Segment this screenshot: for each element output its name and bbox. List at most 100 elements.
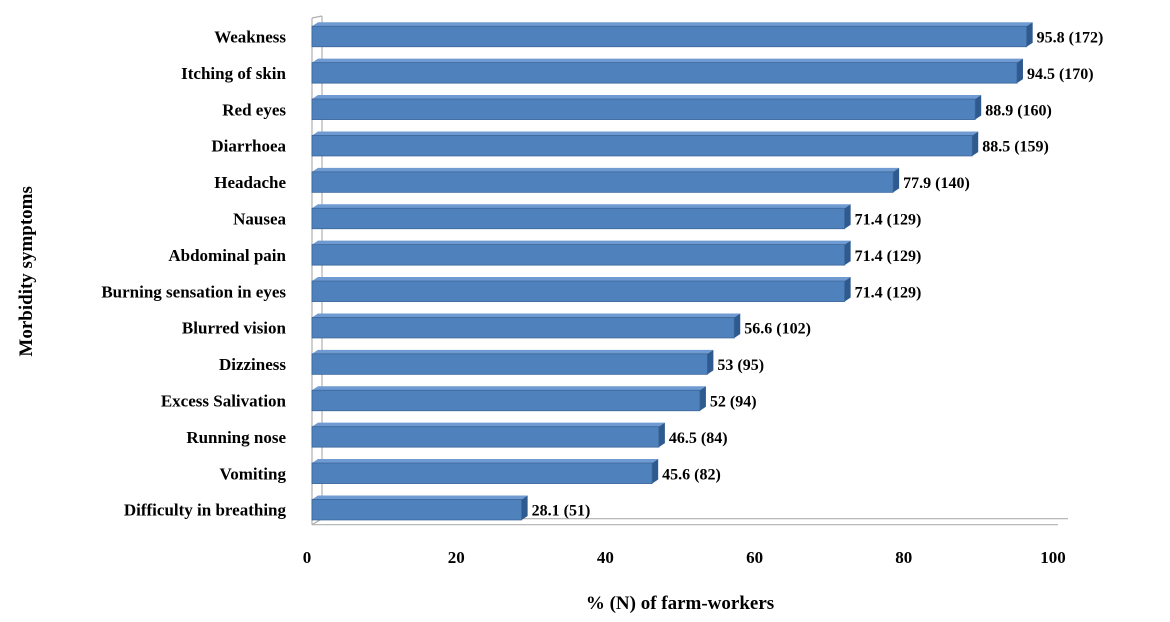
bar-top-face bbox=[312, 167, 900, 172]
category-label: Red eyes bbox=[222, 100, 286, 119]
x-tick-label: 60 bbox=[746, 548, 763, 567]
data-label: 94.5 (170) bbox=[1027, 66, 1094, 83]
category-label: Running nose bbox=[186, 428, 286, 447]
bar-front-face bbox=[311, 462, 653, 484]
category-label: Abdominal pain bbox=[168, 246, 286, 265]
bar-side-face bbox=[658, 422, 665, 448]
bar-front-face bbox=[311, 426, 660, 448]
bar-front-face bbox=[311, 171, 894, 193]
data-label: 56.6 (102) bbox=[744, 321, 811, 338]
bar-top-face bbox=[312, 240, 851, 245]
category-label: Weakness bbox=[214, 28, 286, 47]
bar-top-face bbox=[312, 495, 528, 500]
bar-front-face bbox=[311, 317, 735, 339]
bar-top-face bbox=[312, 422, 665, 427]
chart-back-wall bbox=[311, 15, 1068, 526]
bar-front-face bbox=[311, 280, 846, 302]
data-label: 95.8 (172) bbox=[1037, 30, 1104, 47]
bar-side-face bbox=[734, 313, 741, 338]
bar-side-face bbox=[893, 167, 900, 193]
bar bbox=[311, 95, 982, 120]
category-label: Headache bbox=[214, 173, 286, 192]
data-label: 45.6 (82) bbox=[662, 466, 721, 483]
bar-side-face bbox=[521, 495, 528, 520]
bar-front-face bbox=[311, 244, 846, 266]
bar-side-face bbox=[844, 277, 851, 302]
bar-side-face bbox=[707, 349, 714, 375]
category-label: Difficulty in breathing bbox=[124, 501, 287, 520]
bar bbox=[311, 349, 714, 375]
bar-top-face bbox=[312, 277, 851, 282]
bar bbox=[311, 58, 1023, 84]
bar bbox=[311, 167, 900, 193]
bar-top-face bbox=[312, 58, 1023, 63]
bar-front-face bbox=[311, 62, 1018, 84]
data-label: 88.9 (160) bbox=[985, 102, 1052, 119]
data-label: 88.5 (159) bbox=[982, 139, 1049, 156]
bar-top-face bbox=[312, 22, 1033, 27]
bar-side-face bbox=[975, 95, 982, 120]
x-tick-label: 40 bbox=[597, 548, 614, 567]
bars-group bbox=[311, 22, 1033, 521]
bar-side-face bbox=[1016, 58, 1023, 84]
bar-front-face bbox=[311, 389, 701, 412]
bar bbox=[311, 240, 851, 266]
x-tick-label: 100 bbox=[1040, 548, 1066, 567]
data-label: 71.4 (129) bbox=[855, 284, 922, 301]
data-label: 28.1 (51) bbox=[532, 503, 591, 520]
bar-top-face bbox=[312, 204, 851, 209]
category-label: Dizziness bbox=[219, 355, 286, 374]
x-axis-title: % (N) of farm-workers bbox=[586, 593, 774, 614]
bar-front-face bbox=[311, 98, 976, 120]
wall-top-edge bbox=[311, 15, 323, 19]
bar bbox=[311, 386, 706, 412]
bar-top-face bbox=[312, 349, 714, 354]
bar bbox=[311, 459, 659, 484]
bar-front-face bbox=[311, 207, 846, 230]
category-labels: Weakness Itching of skin Red eyes Diarrhoea… bbox=[101, 28, 286, 520]
data-label: 77.9 (140) bbox=[903, 175, 970, 192]
bar bbox=[311, 131, 979, 157]
bar-side-face bbox=[844, 240, 851, 266]
category-label: Blurred vision bbox=[182, 319, 287, 338]
x-tick-label: 0 bbox=[303, 548, 312, 567]
bar bbox=[311, 313, 741, 339]
data-label: 71.4 (129) bbox=[855, 212, 922, 229]
bar-side-face bbox=[652, 459, 659, 484]
bar bbox=[311, 422, 665, 448]
bar-side-face bbox=[1026, 22, 1033, 47]
y-axis-title: Morbidity symptoms bbox=[16, 186, 37, 356]
category-label: Vomiting bbox=[220, 464, 287, 483]
category-label: Itching of skin bbox=[181, 64, 286, 83]
bar-side-face bbox=[699, 386, 706, 411]
data-label: 71.4 (129) bbox=[855, 248, 922, 265]
bar-top-face bbox=[312, 131, 979, 136]
bar-front-face bbox=[311, 499, 523, 521]
bar-side-face bbox=[972, 131, 979, 156]
bar bbox=[311, 277, 851, 302]
bar bbox=[311, 204, 851, 230]
x-tick-label: 80 bbox=[895, 548, 912, 567]
bar-top-face bbox=[312, 386, 706, 391]
bar-top-face bbox=[312, 95, 982, 100]
x-axis-tick-labels: 0 20 40 60 80 100 bbox=[303, 548, 1066, 567]
category-label: Nausea bbox=[233, 210, 286, 229]
data-label: 53 (95) bbox=[717, 357, 764, 374]
bar-side-face bbox=[844, 204, 851, 229]
category-label: Burning sensation in eyes bbox=[101, 282, 286, 301]
bar bbox=[311, 22, 1033, 48]
x-tick-label: 20 bbox=[448, 548, 465, 567]
category-label: Excess Salivation bbox=[161, 392, 287, 411]
bar bbox=[311, 495, 528, 521]
data-label: 46.5 (84) bbox=[669, 430, 728, 447]
data-label: 52 (94) bbox=[710, 394, 757, 411]
bar-front-face bbox=[311, 353, 708, 375]
category-label: Diarrhoea bbox=[211, 137, 286, 156]
bar-front-face bbox=[311, 25, 1028, 48]
bar-top-face bbox=[312, 459, 659, 464]
bar-top-face bbox=[312, 313, 741, 318]
bar-front-face bbox=[311, 135, 973, 157]
data-labels: 95.8 (172) 94.5 (170) 88.9 (160) 88.5 (159)… bbox=[532, 30, 1104, 520]
